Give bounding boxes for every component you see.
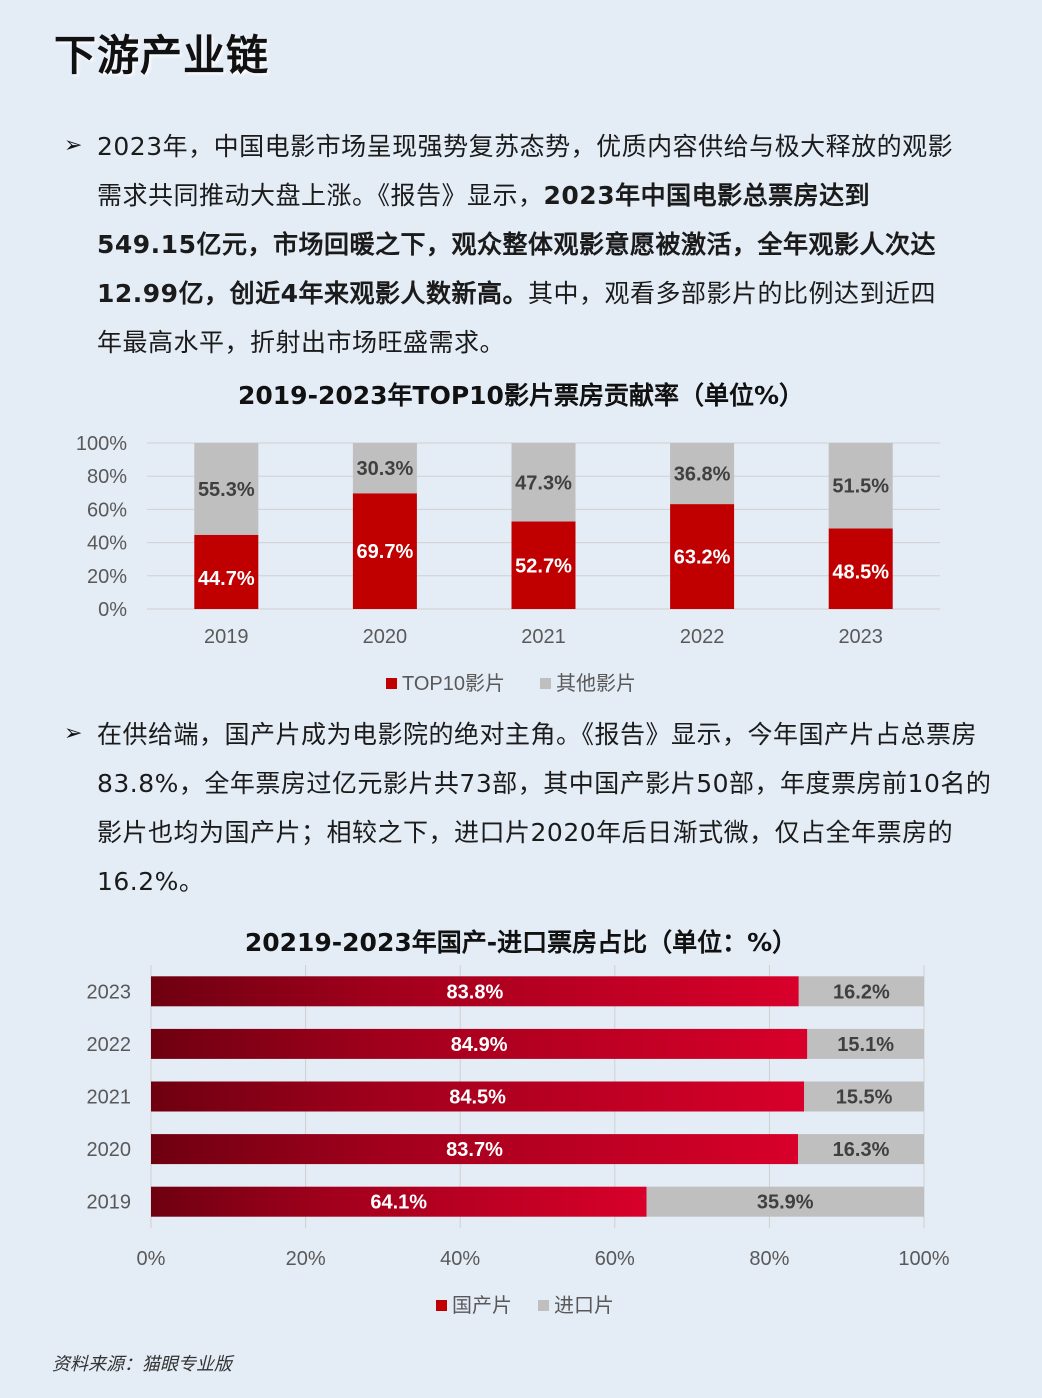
y-tick-label: 80% — [87, 466, 127, 488]
bar-segment — [670, 504, 735, 609]
bar-segment — [511, 521, 576, 609]
bullet-arrow-icon: ➢ — [64, 721, 83, 746]
bar-segment — [194, 534, 259, 609]
x-tick-label: 80% — [749, 1248, 789, 1270]
bar-segment — [828, 528, 893, 609]
paragraph-box-office: 2023年，中国电影市场呈现强势复苏态势，优质内容供给与极大释放的观影需求共同推… — [97, 122, 957, 367]
y-tick-label: 100% — [76, 433, 127, 455]
bar-segment — [807, 1028, 924, 1059]
x-tick-label: 2022 — [680, 626, 725, 648]
bar-segment — [511, 443, 576, 522]
bar-segment — [352, 443, 417, 494]
y-tick-label: 2023 — [87, 981, 132, 1003]
x-tick-label: 2023 — [838, 626, 883, 648]
bar-segment — [194, 443, 259, 535]
bar-segment — [151, 1134, 799, 1165]
legend-swatch — [538, 1300, 549, 1311]
x-tick-label: 0% — [137, 1248, 166, 1270]
chart2-title: 20219-2023年国产-进口票房占比（单位：%） — [244, 928, 798, 957]
bar-segment — [352, 493, 417, 609]
bar-segment — [646, 1186, 924, 1217]
bar-segment — [798, 976, 924, 1007]
data-label: 83.8% — [447, 981, 504, 1003]
y-tick-label: 60% — [87, 499, 127, 521]
data-label: 15.1% — [837, 1034, 894, 1056]
data-label: 36.8% — [674, 464, 731, 486]
bar-segment — [151, 1186, 647, 1217]
legend-swatch — [386, 678, 397, 689]
bar-segment — [828, 443, 893, 529]
bar-segment — [798, 1134, 924, 1165]
x-tick-label: 2019 — [204, 626, 249, 648]
data-label: 84.9% — [451, 1034, 508, 1056]
bar-segment — [151, 976, 799, 1007]
x-tick-label: 60% — [595, 1248, 635, 1270]
y-tick-label: 0% — [98, 599, 127, 621]
x-tick-label: 40% — [440, 1248, 480, 1270]
source-note: 资料来源：猫眼专业版 — [52, 1354, 232, 1375]
y-tick-label: 2021 — [87, 1087, 132, 1109]
bar-segment — [151, 1028, 808, 1059]
data-label: 83.7% — [446, 1139, 503, 1161]
paragraph-domestic-share: 在供给端，国产片成为电影院的绝对主角。《报告》显示，今年国产片占总票房83.8%… — [97, 720, 992, 896]
legend-swatch — [540, 678, 551, 689]
data-label: 47.3% — [515, 472, 572, 494]
data-label: 15.5% — [836, 1087, 893, 1109]
data-label: 16.3% — [833, 1139, 890, 1161]
x-tick-label: 2020 — [363, 626, 408, 648]
paragraph-box-office-highlight: 2023年中国电影总票房达到549.15亿元，市场回暖之下，观众整体观影意愿被激… — [97, 181, 936, 308]
legend-label: 进口片 — [554, 1294, 614, 1317]
legend-swatch — [436, 1300, 447, 1311]
y-tick-label: 2019 — [87, 1192, 132, 1214]
data-label: 64.1% — [370, 1192, 427, 1214]
paragraph-box-office-outro: 其中，观看多部影片的比例达到近四年最高水平，折射出市场旺盛需求。 — [97, 279, 936, 357]
page-title: 下游产业链 — [54, 31, 270, 80]
y-tick-label: 2022 — [87, 1034, 132, 1056]
data-label: 51.5% — [832, 476, 889, 498]
data-label: 84.5% — [449, 1087, 506, 1109]
data-label: 69.7% — [357, 541, 414, 563]
data-label: 55.3% — [198, 479, 255, 501]
data-label: 63.2% — [674, 547, 731, 569]
data-label: 30.3% — [357, 458, 414, 480]
y-tick-label: 2020 — [87, 1139, 132, 1161]
x-tick-label: 20% — [286, 1248, 326, 1270]
bullet-arrow-icon: ➢ — [64, 133, 83, 158]
y-tick-label: 40% — [87, 533, 127, 555]
data-label: 48.5% — [832, 561, 889, 583]
data-label: 44.7% — [198, 568, 255, 590]
data-label: 16.2% — [833, 981, 890, 1003]
legend-label: TOP10影片 — [402, 672, 505, 695]
data-label: 35.9% — [757, 1192, 814, 1214]
bar-segment — [151, 1081, 805, 1112]
y-tick-label: 20% — [87, 566, 127, 588]
legend-label: 其他影片 — [556, 672, 636, 695]
legend-label: 国产片 — [452, 1294, 512, 1317]
chart-top10-contribution: 0% 20% 40% 60% 80% 100% 44.7% 55.3% 2019 69.7% 30.… — [76, 433, 940, 695]
chart1-title: 2019-2023年TOP10影片票房贡献率（单位%） — [237, 381, 804, 410]
paragraph-box-office-intro: 2023年，中国电影市场呈现强势复苏态势，优质内容供给与极大释放的观影需求共同推… — [97, 132, 954, 210]
x-tick-label: 2021 — [521, 626, 566, 648]
bar-segment — [804, 1081, 924, 1112]
data-label: 52.7% — [515, 555, 572, 577]
chart-domestic-import-share: 0% 20% 40% 60% 80% 100% 83.8% 16.2% 2023 84.9% 15.… — [87, 965, 950, 1317]
x-tick-label: 100% — [898, 1248, 949, 1270]
bar-segment — [670, 443, 735, 505]
